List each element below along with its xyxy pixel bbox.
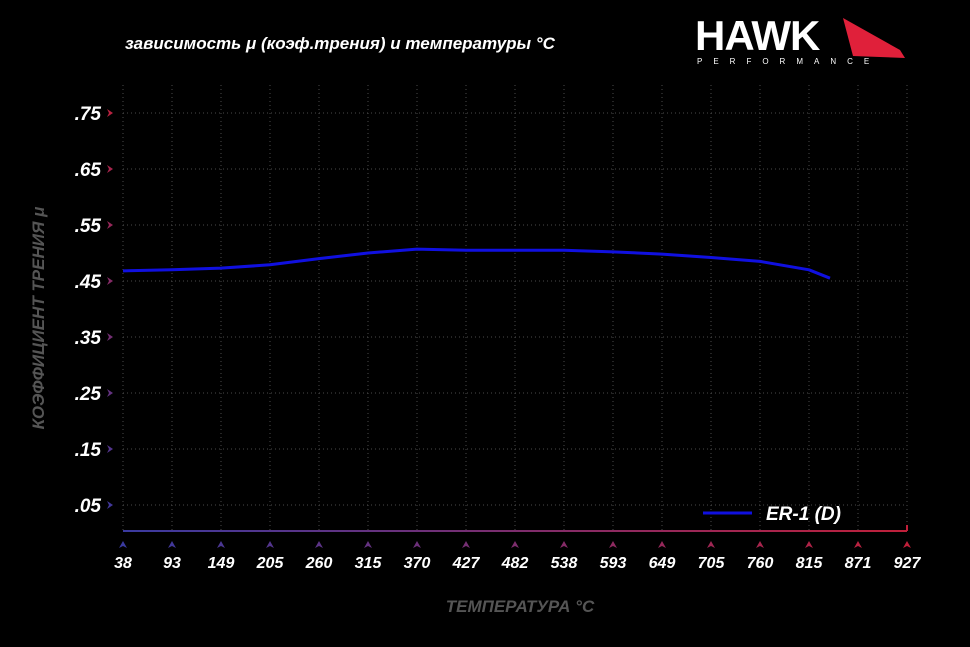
- x-tick-arrow-icon: [217, 541, 225, 548]
- y-tick-arrow-icon: [107, 109, 113, 117]
- x-axis-title: ТЕМПЕРАТУРА °C: [446, 597, 595, 616]
- x-tick-label: 705: [698, 555, 726, 572]
- y-tick-label: .15: [75, 440, 102, 461]
- x-tick-label: 315: [355, 555, 383, 572]
- y-tick-label: .35: [75, 328, 102, 349]
- x-tick-arrow-icon: [805, 541, 813, 548]
- x-tick-arrow-icon: [119, 541, 127, 548]
- x-tick-label: 538: [551, 555, 578, 572]
- x-tick-arrow-icon: [364, 541, 372, 548]
- x-tick-arrow-icon: [903, 541, 911, 548]
- x-tick-arrow-icon: [854, 541, 862, 548]
- x-tick-arrow-icon: [266, 541, 274, 548]
- x-tick-arrow-icon: [658, 541, 666, 548]
- x-axis: [123, 530, 907, 532]
- x-tick-label: 38: [114, 555, 132, 572]
- legend-label: ER-1 (D): [766, 504, 841, 525]
- x-tick-label: 427: [452, 555, 481, 572]
- y-tick-label: .65: [75, 160, 102, 181]
- x-tick-arrow-icon: [707, 541, 715, 548]
- y-tick-arrow-icon: [107, 333, 113, 341]
- x-tick-arrow-icon: [560, 541, 568, 548]
- x-tick-arrow-icon: [756, 541, 764, 548]
- x-tick-label: 93: [163, 555, 181, 572]
- y-axis-title: КОЭФФИЦИЕНТ ТРЕНИЯ μ: [29, 206, 48, 429]
- series-line: [122, 247, 831, 280]
- x-tick-arrow-icon: [511, 541, 519, 548]
- x-tick-label: 927: [894, 555, 922, 572]
- x-tick-label: 593: [600, 555, 627, 572]
- x-tick-label: 649: [649, 555, 676, 572]
- hawk-logo: HAWK PERFORMANCE: [695, 14, 905, 66]
- y-tick-arrow-icon: [107, 445, 113, 453]
- x-tick-label: 370: [404, 555, 431, 572]
- x-tick-label: 815: [796, 555, 824, 572]
- y-tick-arrow-icon: [107, 277, 113, 285]
- svg-text:HAWK: HAWK: [695, 14, 820, 59]
- y-tick-label: .25: [75, 384, 102, 405]
- x-tick-label: 482: [501, 555, 529, 572]
- chart-title: зависимость μ (коэф.трения) и температур…: [125, 34, 555, 53]
- y-tick-label: .55: [75, 216, 102, 237]
- x-tick-label: 205: [256, 555, 285, 572]
- y-tick-arrow-icon: [107, 165, 113, 173]
- x-tick-arrow-icon: [413, 541, 421, 548]
- x-tick-arrow-icon: [462, 541, 470, 548]
- svg-text:PERFORMANCE: PERFORMANCE: [697, 57, 880, 66]
- y-tick-arrow-icon: [107, 501, 113, 509]
- y-tick-label: .05: [75, 496, 102, 517]
- y-tick-arrow-icon: [107, 221, 113, 229]
- x-tick-arrow-icon: [168, 541, 176, 548]
- y-tick-arrow-icon: [107, 389, 113, 397]
- x-tick-label: 149: [208, 555, 235, 572]
- x-tick-label: 260: [305, 555, 333, 572]
- x-tick-arrow-icon: [315, 541, 323, 548]
- y-tick-label: .75: [75, 104, 102, 125]
- x-tick-arrow-icon: [609, 541, 617, 548]
- x-tick-label: 760: [747, 555, 774, 572]
- x-tick-label: 871: [845, 555, 872, 572]
- y-tick-label: .45: [75, 272, 102, 293]
